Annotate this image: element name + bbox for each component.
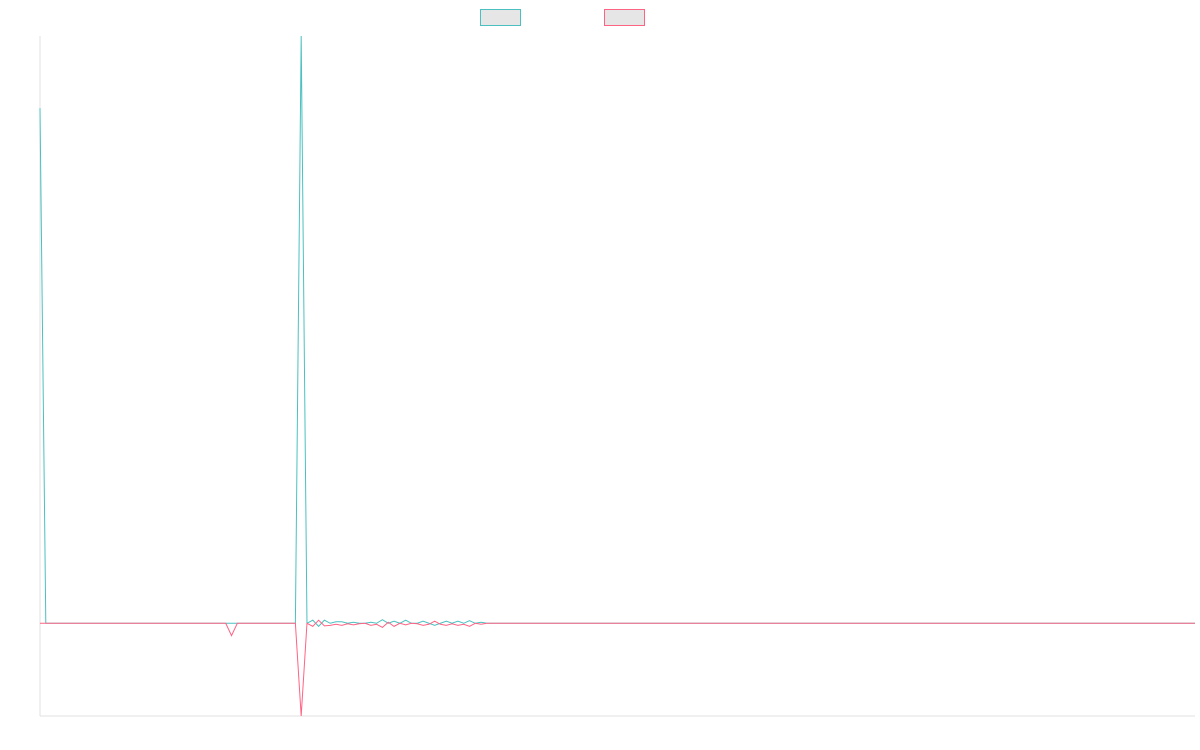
legend xyxy=(480,9,645,26)
legend-swatch-2 xyxy=(604,9,645,26)
axes xyxy=(39,36,1195,717)
series-line-2 xyxy=(40,619,1195,717)
legend-item-2[interactable] xyxy=(604,9,645,26)
legend-swatch-1 xyxy=(480,9,521,26)
series-layer xyxy=(39,35,1195,717)
series-line-1 xyxy=(39,35,1195,628)
legend-item-1[interactable] xyxy=(480,9,521,26)
